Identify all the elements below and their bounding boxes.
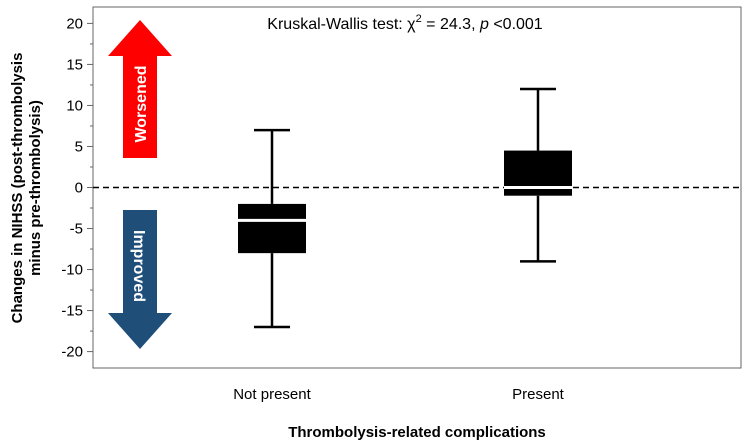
y-tick-label: -10 xyxy=(61,262,83,279)
improved-arrow-label: Improved xyxy=(130,230,147,302)
annotation-superscript: 2 xyxy=(416,13,422,25)
worsened-arrow-label: Worsened xyxy=(133,65,150,142)
y-tick-label: 10 xyxy=(66,97,83,114)
annotation-middle: = 24.3, xyxy=(422,16,480,33)
y-axis-title-line1: Changes in NIHSS (post-thrombolysis xyxy=(9,53,26,324)
box-iqr xyxy=(238,203,306,254)
improved-arrow-shape xyxy=(108,210,172,349)
annotation-chi-symbol: χ xyxy=(407,16,416,33)
box-series xyxy=(238,87,572,329)
x-category-label: Not present xyxy=(233,386,311,403)
annotation-prefix: Kruskal-Wallis test: xyxy=(267,16,407,33)
y-tick-label: -15 xyxy=(61,303,83,320)
y-tick-label: 0 xyxy=(75,180,83,197)
improved-arrow: Improved xyxy=(108,210,172,349)
y-tick-label: 15 xyxy=(66,56,83,73)
y-tick-label: -5 xyxy=(70,221,83,238)
annotation-p-symbol: p xyxy=(479,16,489,33)
y-axis-title-line2: minus pre-thrombolysis) xyxy=(27,100,44,276)
y-tick-label: -20 xyxy=(61,344,83,361)
x-axis-title: Thrombolysis-related complications xyxy=(288,424,546,441)
y-axis-ticks: -20 -15 -10 -5 0 5 10 15 20 xyxy=(61,15,93,361)
annotation-suffix: <0.001 xyxy=(489,16,543,33)
box-not-present xyxy=(238,128,306,329)
x-category-labels: Not present Present xyxy=(233,386,564,403)
y-tick-label: 20 xyxy=(66,15,83,32)
kruskal-wallis-annotation: Kruskal-Wallis test: χ2 = 24.3, p <0.001 xyxy=(267,13,543,33)
worsened-arrow: Worsened xyxy=(108,20,172,158)
box-present xyxy=(504,87,572,263)
x-category-label: Present xyxy=(512,386,565,403)
worsened-arrow-shape xyxy=(108,20,172,158)
y-tick-label: 5 xyxy=(75,138,83,155)
